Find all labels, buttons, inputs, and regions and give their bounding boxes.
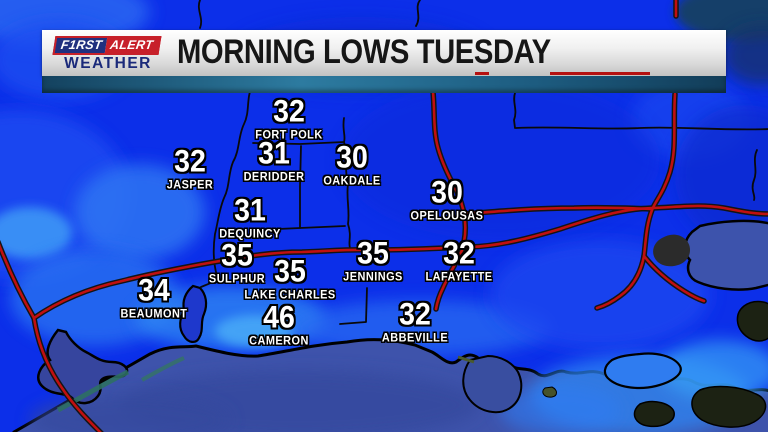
temp-value: 32	[174, 143, 206, 179]
temp-value: 32	[443, 235, 475, 271]
temp-value: 31	[234, 192, 266, 228]
city-name: DERIDDER	[243, 170, 305, 184]
temp-label-lake-charles: 35 LAKE CHARLES	[244, 253, 336, 302]
logo-weather-text: WEATHER	[64, 54, 152, 72]
temp-value: 35	[357, 235, 389, 271]
city-name: BEAUMONT	[120, 307, 188, 321]
logo-alert-badge: ALERT	[104, 36, 162, 55]
city-name: CAMERON	[249, 334, 309, 348]
city-name: SULPHUR	[208, 272, 266, 286]
banner-underbar	[42, 76, 726, 93]
banner-highway-gap	[475, 72, 489, 75]
temp-value: 31	[258, 135, 290, 171]
temp-label-jasper: 32 JASPER	[166, 143, 214, 192]
temp-label-deridder: 31 DERIDDER	[243, 135, 305, 184]
temp-label-beaumont: 34 BEAUMONT	[120, 272, 188, 321]
temp-value: 30	[336, 139, 368, 175]
temp-label-sulphur: 35 SULPHUR	[208, 237, 266, 286]
temp-label-cameron: 46 CAMERON	[249, 299, 309, 348]
city-name: LAFAYETTE	[425, 270, 493, 284]
city-name: LAKE CHARLES	[244, 288, 336, 302]
temp-value: 46	[263, 299, 295, 335]
coastal-marsh	[56, 300, 768, 428]
temp-label-dequincy: 31 DEQUINCY	[219, 192, 281, 241]
white-lake	[603, 352, 682, 390]
temp-value: 35	[221, 237, 253, 273]
temp-value: 35	[274, 253, 306, 289]
temp-label-oakdale: 30 OAKDALE	[323, 139, 381, 188]
city-name: OAKDALE	[323, 174, 381, 188]
logo-first-badge: F1RST	[52, 36, 108, 55]
vermilion-bay	[462, 354, 523, 414]
lafayette-urban-area	[653, 234, 690, 267]
temp-label-lafayette: 32 LAFAYETTE	[425, 235, 493, 284]
temp-value: 30	[431, 174, 463, 210]
logo-top-row: F1RST ALERT	[52, 36, 162, 55]
parish-borders	[197, 0, 768, 325]
temp-label-jennings: 35 JENNINGS	[343, 235, 403, 284]
city-name: OPELOUSAS	[410, 209, 484, 223]
atchafalaya-basin	[683, 219, 768, 291]
temp-value: 34	[138, 272, 170, 308]
first-alert-weather-logo: F1RST ALERT WEATHER	[51, 36, 165, 73]
temp-label-opelousas: 30 OPELOUSAS	[410, 174, 484, 223]
page-title: MORNING LOWS TUESDAY	[177, 32, 551, 71]
city-name: ABBEVILLE	[381, 331, 449, 345]
banner-highway-gap	[550, 72, 650, 75]
sabine-lake	[179, 284, 208, 343]
temp-label-abbeville: 32 ABBEVILLE	[381, 296, 449, 345]
city-name: JASPER	[166, 178, 214, 192]
temp-value: 32	[399, 296, 431, 332]
temp-label-fort-polk: 32 FORT POLK	[255, 93, 323, 142]
temp-value: 32	[273, 93, 305, 129]
city-name: DEQUINCY	[219, 227, 281, 241]
city-name: JENNINGS	[343, 270, 403, 284]
city-name: FORT POLK	[255, 128, 323, 142]
